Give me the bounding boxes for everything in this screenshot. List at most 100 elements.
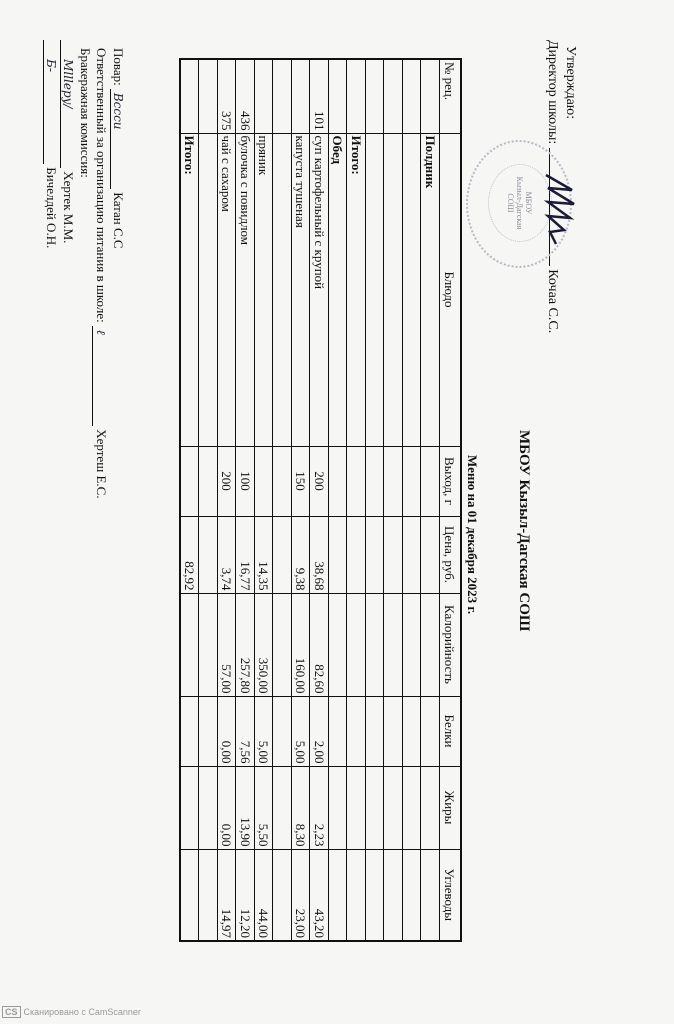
cell-price: 3,74 (217, 516, 236, 593)
cell-price: 82,92 (180, 516, 199, 593)
cell-fat: 0,00 (217, 766, 236, 849)
cell-kcal: 82,60 (310, 593, 329, 696)
cell-price: 16,77 (236, 516, 255, 593)
cell-prot: 5,00 (291, 696, 310, 766)
cell-fat (180, 766, 199, 849)
cell-fat (365, 766, 384, 849)
cell-fat: 2,23 (310, 766, 329, 849)
table-row: 436 булочка с повидлом 100 16,77 257,80 7,56 1… (236, 59, 255, 941)
cell-price (347, 516, 366, 593)
cell-fat (421, 766, 440, 849)
cell-kcal (180, 593, 199, 696)
table-row: Итого: 82,92 (180, 59, 199, 941)
cook-label: Повар: (111, 48, 126, 86)
column-header: Цена, руб. (439, 516, 461, 593)
cell-kcal (402, 593, 421, 696)
column-header: Жиры (439, 766, 461, 849)
column-header: Блюдо (439, 133, 461, 446)
cell-carb (402, 849, 421, 941)
cell-fat (273, 766, 292, 849)
responsible-label: Ответственный за организацию питания в ш… (94, 48, 109, 323)
cell-fat (402, 766, 421, 849)
cell-kcal (365, 593, 384, 696)
cell-prot (273, 696, 292, 766)
cell-kcal: 350,00 (254, 593, 273, 696)
cell-prot (402, 696, 421, 766)
cell-carb (273, 849, 292, 941)
cell-out (328, 446, 347, 516)
cell-carb: 44,00 (254, 849, 273, 941)
cell-rec (273, 59, 292, 133)
column-header: Белки (439, 696, 461, 766)
cell-fat: 13,90 (236, 766, 255, 849)
cell-prot: 0,00 (217, 696, 236, 766)
cell-dish (402, 133, 421, 446)
cell-rec (402, 59, 421, 133)
cell-carb (384, 849, 403, 941)
cell-carb (328, 849, 347, 941)
cell-kcal: 160,00 (291, 593, 310, 696)
cell-out (421, 446, 440, 516)
cell-price (328, 516, 347, 593)
cook-line: Повар: Bcccu Катан С.С (110, 48, 126, 249)
commission-member-1: Mlllepy/ Хертек М.М. (60, 40, 76, 243)
cell-carb (347, 849, 366, 941)
director-name: Кочаа С.С. (545, 269, 560, 334)
responsible-signature: ℓ (92, 326, 108, 427)
cell-fat (347, 766, 366, 849)
cell-carb: 23,00 (291, 849, 310, 941)
cell-prot (199, 696, 218, 766)
menu-title: Меню на 01 декабря 2023 г. (465, 455, 480, 615)
camscanner-watermark: CS Сканировано с CamScanner (2, 1006, 141, 1018)
watermark-text: Сканировано с CamScanner (23, 1007, 141, 1017)
table-header-row: № рец. Блюдо Выход, г Цена, руб. Калорийност… (439, 59, 461, 941)
cell-carb (199, 849, 218, 941)
column-header: Калорийность (439, 593, 461, 696)
table-row (402, 59, 421, 941)
cell-prot: 5,00 (254, 696, 273, 766)
table-row: пряник 14,35 350,00 5,00 5,50 44,00 (254, 59, 273, 941)
cell-price (199, 516, 218, 593)
table-row (384, 59, 403, 941)
cell-kcal (347, 593, 366, 696)
cell-kcal (384, 593, 403, 696)
cell-carb (421, 849, 440, 941)
cell-kcal (273, 593, 292, 696)
table-row: 101 суп картофельный с крупой 200 38,68 82,6… (310, 59, 329, 941)
cell-rec (365, 59, 384, 133)
cell-kcal (199, 593, 218, 696)
cook-signature: Bcccu (110, 89, 125, 189)
approve-label: Утверждаю: (563, 46, 578, 120)
cell-prot (365, 696, 384, 766)
director-label: Директор школы: (545, 40, 560, 145)
cell-dish (199, 133, 218, 446)
cell-rec (180, 59, 199, 133)
cell-carb (180, 849, 199, 941)
cell-out: 200 (217, 446, 236, 516)
responsible-line: Ответственный за организацию питания в ш… (92, 48, 109, 499)
cell-dish (384, 133, 403, 446)
stamp-text-1: МБОУ (524, 191, 534, 215)
cell-kcal (421, 593, 440, 696)
cell-dish: пряник (254, 133, 273, 446)
table-row (273, 59, 292, 941)
cell-out (365, 446, 384, 516)
cell-prot (328, 696, 347, 766)
cell-out (347, 446, 366, 516)
cell-carb (365, 849, 384, 941)
cell-prot (384, 696, 403, 766)
director-signature (543, 173, 575, 245)
cell-carb: 14,97 (217, 849, 236, 941)
cell-prot (347, 696, 366, 766)
cell-rec (347, 59, 366, 133)
member2-name: Бичелдей О.Н. (44, 167, 59, 249)
cell-dish: булочка с повидлом (236, 133, 255, 446)
cell-dish (365, 133, 384, 446)
table-row (365, 59, 384, 941)
cell-fat (199, 766, 218, 849)
table-row (199, 59, 218, 941)
cell-out (384, 446, 403, 516)
school-name: МБОУ Кызыл-Дагская СОШ (516, 430, 532, 632)
cell-price (421, 516, 440, 593)
